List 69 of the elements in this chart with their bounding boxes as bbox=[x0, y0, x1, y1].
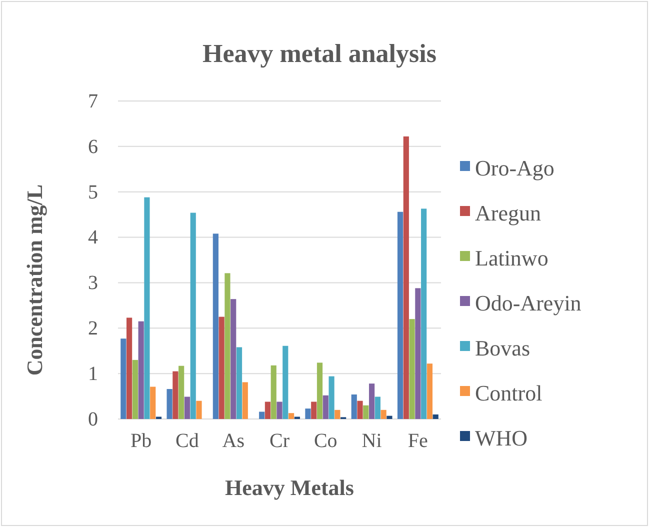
legend-label: Control bbox=[475, 380, 542, 406]
y-tick-label: 0 bbox=[88, 408, 98, 430]
x-axis-title: Heavy Metals bbox=[225, 475, 354, 500]
y-axis-title: Concentration mg/L bbox=[22, 184, 47, 376]
bar bbox=[218, 316, 224, 419]
x-tick-label: Pb bbox=[130, 430, 152, 452]
x-tick-label: Cr bbox=[270, 430, 290, 452]
bar bbox=[242, 382, 248, 419]
bar bbox=[138, 321, 144, 419]
bar bbox=[357, 400, 363, 419]
bar bbox=[397, 212, 404, 419]
y-tick-label: 6 bbox=[88, 136, 98, 158]
bar bbox=[166, 389, 172, 419]
bar bbox=[363, 405, 369, 419]
y-tick-label: 1 bbox=[88, 362, 98, 385]
bar bbox=[224, 273, 230, 419]
bar bbox=[374, 396, 380, 419]
bar bbox=[259, 412, 265, 419]
bar bbox=[190, 212, 196, 419]
legend-label: Oro-Ago bbox=[475, 156, 554, 181]
bar bbox=[196, 400, 202, 419]
x-tick-label: Fe bbox=[408, 430, 428, 452]
bar bbox=[328, 376, 334, 419]
legend-label: Bovas bbox=[475, 336, 530, 361]
y-tick-label: 7 bbox=[88, 90, 98, 112]
bar bbox=[421, 208, 427, 419]
y-tick-label: 5 bbox=[88, 181, 98, 204]
bar bbox=[264, 402, 271, 419]
bar bbox=[212, 234, 218, 419]
bar bbox=[305, 408, 311, 419]
bar bbox=[126, 318, 132, 419]
legend-label: WHO bbox=[475, 426, 528, 451]
legend-label: Aregun bbox=[475, 200, 541, 226]
legend-label: Odo-Areyin bbox=[475, 290, 582, 316]
bar bbox=[426, 364, 433, 419]
bar bbox=[380, 410, 386, 419]
bar bbox=[351, 394, 357, 419]
x-tick-label: Co bbox=[314, 430, 338, 452]
chart-title: Heavy metal analysis bbox=[202, 39, 436, 68]
legend-label: Latinwo bbox=[475, 246, 548, 271]
bar bbox=[386, 416, 392, 419]
bar bbox=[230, 299, 236, 419]
bar bbox=[178, 366, 184, 419]
bar bbox=[144, 197, 150, 419]
x-tick-label: As bbox=[222, 430, 245, 452]
bar bbox=[120, 338, 126, 419]
bar bbox=[172, 371, 178, 419]
x-tick-label: Ni bbox=[362, 430, 382, 452]
bar bbox=[311, 402, 317, 419]
bar bbox=[403, 136, 409, 419]
y-tick-label: 4 bbox=[88, 226, 98, 249]
bar bbox=[184, 396, 190, 419]
bar bbox=[276, 402, 282, 419]
bar bbox=[150, 386, 156, 419]
bar bbox=[334, 410, 340, 419]
bar bbox=[368, 384, 375, 419]
bar bbox=[316, 362, 323, 419]
bar bbox=[415, 288, 421, 419]
bar bbox=[432, 414, 438, 419]
y-tick-label: 2 bbox=[88, 318, 98, 340]
bar bbox=[132, 360, 138, 419]
x-tick-label: Cd bbox=[176, 430, 199, 452]
bar bbox=[288, 413, 294, 419]
bar bbox=[282, 346, 288, 419]
y-tick-label: 3 bbox=[88, 272, 98, 294]
bar bbox=[322, 395, 328, 419]
bar bbox=[236, 347, 242, 419]
bar bbox=[409, 319, 415, 419]
bar bbox=[270, 365, 276, 419]
